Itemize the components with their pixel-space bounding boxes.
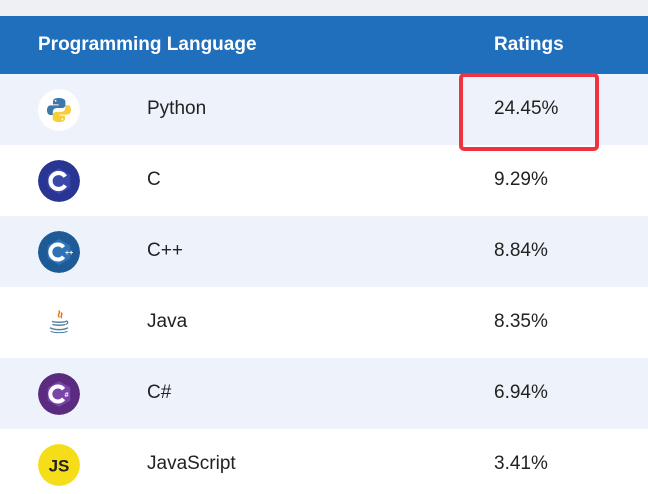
column-header-ratings: Ratings bbox=[494, 34, 564, 55]
column-header-language: Programming Language bbox=[38, 34, 257, 55]
svg-text:#: # bbox=[65, 390, 70, 399]
rating-value: 9.29% bbox=[494, 169, 548, 190]
table-row[interactable]: ++ C++ 8.84% bbox=[0, 216, 648, 287]
c-logo-icon bbox=[38, 160, 80, 202]
table-row[interactable]: Python 24.45% bbox=[0, 74, 648, 145]
table-row[interactable]: Java 8.35% bbox=[0, 287, 648, 358]
ratings-table: Programming Language Ratings Python 24.4… bbox=[0, 16, 648, 494]
language-name: Python bbox=[147, 98, 207, 119]
rating-value: 8.35% bbox=[494, 311, 548, 332]
language-name: C# bbox=[147, 382, 172, 403]
rating-value: 3.41% bbox=[494, 453, 548, 474]
java-logo-icon bbox=[38, 302, 80, 344]
table-row[interactable]: JS JavaScript 3.41% bbox=[0, 429, 648, 494]
rating-value: 24.45% bbox=[494, 98, 559, 119]
language-name: C bbox=[147, 169, 161, 190]
svg-text:++: ++ bbox=[65, 250, 73, 257]
svg-text:JS: JS bbox=[49, 457, 70, 476]
rating-value: 8.84% bbox=[494, 240, 548, 261]
rating-value: 6.94% bbox=[494, 382, 548, 403]
cpp-logo-icon: ++ bbox=[38, 231, 80, 273]
csharp-logo-icon: # bbox=[38, 373, 80, 415]
python-logo-icon bbox=[38, 89, 80, 131]
language-name: Java bbox=[147, 311, 188, 332]
table-row[interactable]: # C# 6.94% bbox=[0, 358, 648, 429]
javascript-logo-icon: JS bbox=[38, 444, 80, 486]
language-name: JavaScript bbox=[147, 453, 236, 474]
language-name: C++ bbox=[147, 240, 183, 261]
table-header: Programming Language Ratings bbox=[0, 16, 648, 74]
table-row[interactable]: C 9.29% bbox=[0, 145, 648, 216]
